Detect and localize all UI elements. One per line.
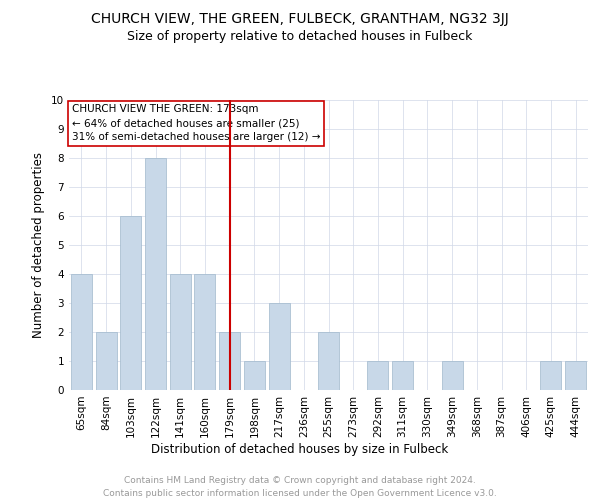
Text: Size of property relative to detached houses in Fulbeck: Size of property relative to detached ho… xyxy=(127,30,473,43)
Y-axis label: Number of detached properties: Number of detached properties xyxy=(32,152,46,338)
Bar xyxy=(565,361,586,390)
Bar xyxy=(194,274,215,390)
Bar xyxy=(541,361,562,390)
Bar xyxy=(170,274,191,390)
Text: CHURCH VIEW THE GREEN: 173sqm
← 64% of detached houses are smaller (25)
31% of s: CHURCH VIEW THE GREEN: 173sqm ← 64% of d… xyxy=(71,104,320,142)
Bar xyxy=(318,332,339,390)
Text: CHURCH VIEW, THE GREEN, FULBECK, GRANTHAM, NG32 3JJ: CHURCH VIEW, THE GREEN, FULBECK, GRANTHA… xyxy=(91,12,509,26)
Text: Contains public sector information licensed under the Open Government Licence v3: Contains public sector information licen… xyxy=(103,489,497,498)
Bar xyxy=(442,361,463,390)
Bar xyxy=(95,332,116,390)
Bar xyxy=(392,361,413,390)
Bar xyxy=(71,274,92,390)
Bar xyxy=(367,361,388,390)
Bar xyxy=(120,216,141,390)
Bar xyxy=(145,158,166,390)
Text: Contains HM Land Registry data © Crown copyright and database right 2024.: Contains HM Land Registry data © Crown c… xyxy=(124,476,476,485)
Bar xyxy=(244,361,265,390)
Bar xyxy=(269,303,290,390)
Text: Distribution of detached houses by size in Fulbeck: Distribution of detached houses by size … xyxy=(151,442,449,456)
Bar xyxy=(219,332,240,390)
